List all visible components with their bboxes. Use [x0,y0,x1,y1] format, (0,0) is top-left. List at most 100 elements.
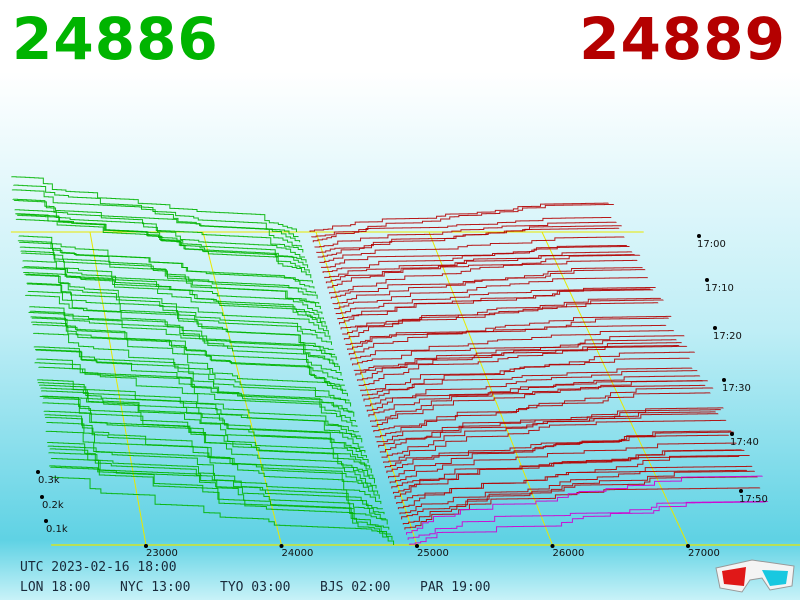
volume-tick-label: 0.3k [38,475,60,486]
time-tick-label: 17:30 [722,383,751,394]
ask-depth-line [402,476,758,525]
ask-depth-line [322,245,630,274]
ask-depth-line [334,277,648,310]
bid-depth-lines [11,176,395,545]
price-tick-label: 27000 [688,548,720,559]
bid-depth-line [25,274,332,345]
bid-depth-line [50,466,391,535]
price-tick-label: 23000 [146,548,178,559]
timezone-nyc: NYC 13:00 [120,580,191,595]
ask-depth-line [335,288,651,315]
price-axis: 23000 24000 25000 26000 27000 [144,544,720,559]
bid-depth-line [13,184,302,248]
ask-depth-line [388,431,735,479]
time-tick-mark [739,489,743,493]
ask-depth-line [384,434,729,469]
ask-depth-line [365,370,698,407]
ask-depth-line [366,375,701,412]
volume-tick-label: 0.1k [46,524,68,535]
ask-depth-line [355,342,682,376]
bid-depth-line [50,458,393,540]
time-tick-label: 17:00 [697,239,726,250]
bid-depth-line [29,310,342,376]
time-tick-mark [705,278,709,282]
floor-grid-line [315,231,418,546]
bid-depth-line [40,390,369,463]
price-tick-label: 24000 [282,548,314,559]
bid-depth-line [33,346,352,407]
ask-depth-lines [309,202,769,545]
bid-depth-line [43,410,375,484]
ask-depth-line [345,324,667,345]
time-axis: 17:00 17:10 17:20 17:30 17:40 17:50 [697,234,768,505]
ask-depth-line [327,259,638,289]
bid-depth-line [35,349,356,422]
bid-depth-line [29,306,340,371]
price-tick-mark [550,544,555,548]
volume-tick-mark [36,470,40,474]
ask-depth-line [394,449,745,499]
ask-depth-line [409,500,769,545]
floor-grid-line [541,231,689,546]
utc-time: UTC 2023-02-16 18:00 [20,560,177,575]
ask-depth-line [350,330,675,361]
ask-depth-line [399,465,753,515]
ask-depth-line [397,454,750,510]
ask-depth-line [311,216,612,238]
bid-depth-line [48,465,388,525]
ask-depth-line [389,442,737,484]
bid-depth-line [27,283,336,356]
price-tick-label: 25000 [417,548,449,559]
bid-depth-line [42,397,374,479]
bid-depth-line [18,235,315,289]
volume-tick-mark [40,495,44,499]
time-tick-label: 17:40 [730,437,759,448]
bid-depth-line [14,209,305,258]
time-tick-mark [713,326,717,330]
timezone-tyo: TYO 03:00 [220,580,291,595]
bid-price: 24886 [12,5,219,73]
price-tick-label: 26000 [553,548,585,559]
ask-depth-line [391,455,740,489]
ask-depth-line [363,351,695,402]
price-tick-mark [415,544,419,548]
bid-depth-line [31,321,345,386]
ask-depth-line [332,269,646,305]
bid-depth-line [23,266,328,330]
time-tick-mark [697,234,701,238]
ask-depth-line [371,380,709,427]
ask-depth-line [348,315,672,356]
ask-depth-line [358,345,688,386]
bid-depth-line [31,317,347,392]
bid-depth-line [40,387,367,458]
bid-depth-line [21,252,321,309]
ask-depth-line [342,297,662,335]
ask-depth-line [381,407,724,458]
time-tick-label: 17:50 [739,494,768,505]
bid-depth-line [28,312,339,366]
bid-depth-line [19,246,318,299]
ask-depth-line [325,254,635,284]
3d-glasses-icon[interactable] [712,556,798,596]
bid-depth-line [11,176,297,232]
bid-depth-line [47,445,385,515]
chart-floor-grid [10,231,800,546]
time-tick-mark [730,432,734,436]
ask-depth-line [374,387,714,438]
ask-depth-line [329,254,641,294]
ask-depth-line [338,286,656,325]
timezone-par: PAR 19:00 [420,580,491,595]
ask-depth-line [401,470,755,520]
ask-depth-line [352,339,677,366]
bid-depth-line [48,452,387,520]
bid-depth-line [23,272,326,325]
time-tick-label: 17:10 [705,283,734,294]
volume-tick-mark [44,519,48,523]
ask-depth-line [340,302,659,330]
price-tick-mark [279,544,284,548]
ask-depth-line [309,202,609,232]
timezone-lon: LON 18:00 [20,580,91,595]
bid-depth-line [39,395,366,453]
ask-depth-line [379,409,722,453]
